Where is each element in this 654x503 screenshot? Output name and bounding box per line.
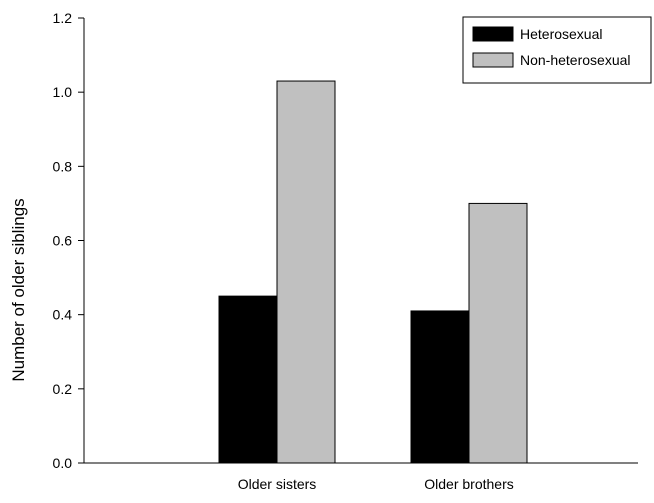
- x-category-label: Older brothers: [424, 476, 513, 492]
- y-tick-label: 0.6: [53, 233, 73, 249]
- y-tick-label: 0.4: [53, 307, 73, 323]
- bars-layer: [218, 80, 528, 464]
- bar-heterosexual-0: [218, 295, 278, 464]
- y-tick-label: 1.0: [53, 84, 73, 100]
- legend: Heterosexual Non-heterosexual: [462, 16, 652, 84]
- ticks-layer: 0.0 0.2 0.4 0.6 0.8 1.0 1.2 Older sisters Older …: [53, 10, 514, 492]
- axes-layer: [83, 18, 638, 464]
- legend-label: Non-heterosexual: [520, 52, 631, 68]
- y-tick-label: 0.0: [53, 455, 73, 471]
- legend-swatch: [472, 52, 514, 68]
- y-tick-label: 0.8: [53, 158, 73, 174]
- x-category-label: Older sisters: [238, 476, 317, 492]
- y-tick-label: 1.2: [53, 10, 73, 26]
- legend-label: Heterosexual: [520, 26, 603, 42]
- bar-non-heterosexual-1: [468, 202, 528, 464]
- y-axis-title: Number of older siblings: [9, 198, 28, 381]
- bar-heterosexual-1: [410, 310, 470, 464]
- bar-non-heterosexual-0: [276, 80, 336, 464]
- legend-swatch: [472, 26, 514, 42]
- y-tick-label: 0.2: [53, 381, 73, 397]
